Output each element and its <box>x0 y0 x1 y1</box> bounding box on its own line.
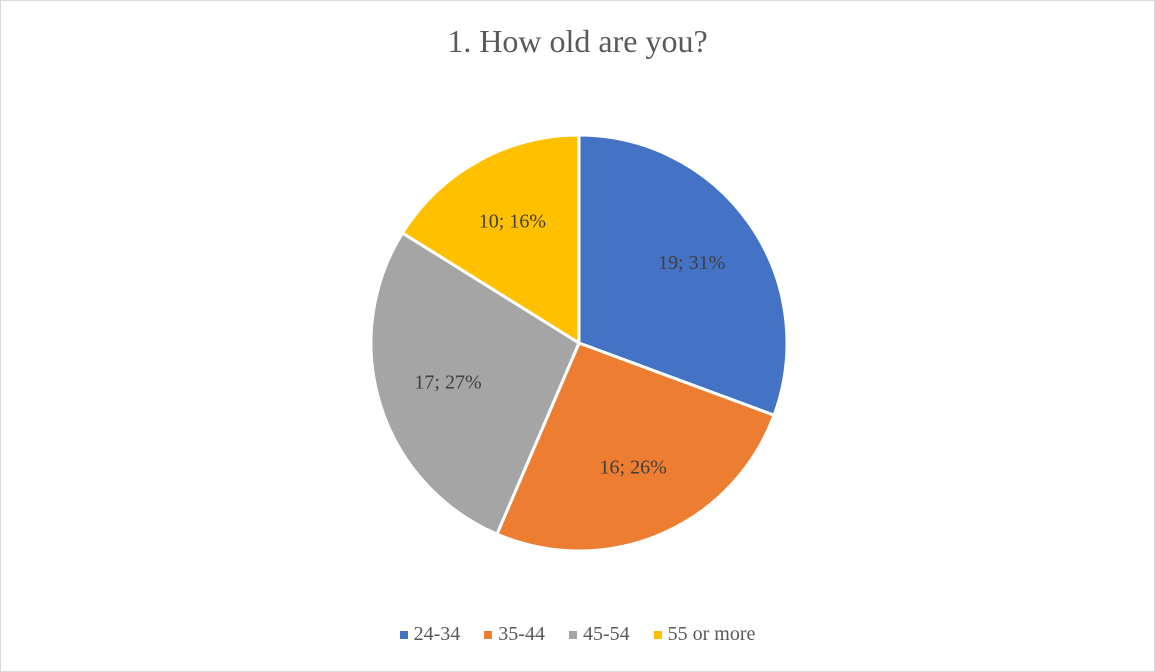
pie-slice-24-34 <box>577 133 789 418</box>
data-label-24-34: 19; 31% <box>658 252 725 274</box>
pie-slice-45-54 <box>369 230 581 537</box>
data-label-35-44: 16; 26% <box>600 457 667 479</box>
legend-label-45-54: 45-54 <box>582 623 630 645</box>
pie-slice-55-or-more <box>400 133 581 346</box>
legend-swatch-55-or-more <box>653 630 662 639</box>
legend-item-35-44: 35-44 <box>484 623 545 646</box>
data-label-55-or-more: 10; 16% <box>479 211 546 233</box>
pie-data-labels: 19; 31% 16; 26% 17; 27% 10; 16% <box>414 211 725 479</box>
legend-swatch-45-54 <box>568 630 577 639</box>
legend-label-24-34: 24-34 <box>413 623 461 645</box>
data-label-45-54: 17; 27% <box>414 372 481 394</box>
pie-slices <box>369 133 789 553</box>
legend-label-35-44: 35-44 <box>498 623 545 645</box>
legend-label-55-or-more: 55 or more <box>667 623 756 645</box>
legend-item-24-34: 24-34 <box>399 623 461 646</box>
chart-title: 1. How old are you? <box>447 23 708 59</box>
legend-swatch-35-44 <box>484 630 493 639</box>
legend-swatch-24-34 <box>399 630 408 639</box>
pie-slice-35-44 <box>495 341 776 553</box>
legend-item-55-or-more: 55 or more <box>653 623 756 646</box>
legend-item-45-54: 45-54 <box>568 623 630 646</box>
legend: 24-34 35-44 45-54 55 or more <box>1 623 1154 646</box>
